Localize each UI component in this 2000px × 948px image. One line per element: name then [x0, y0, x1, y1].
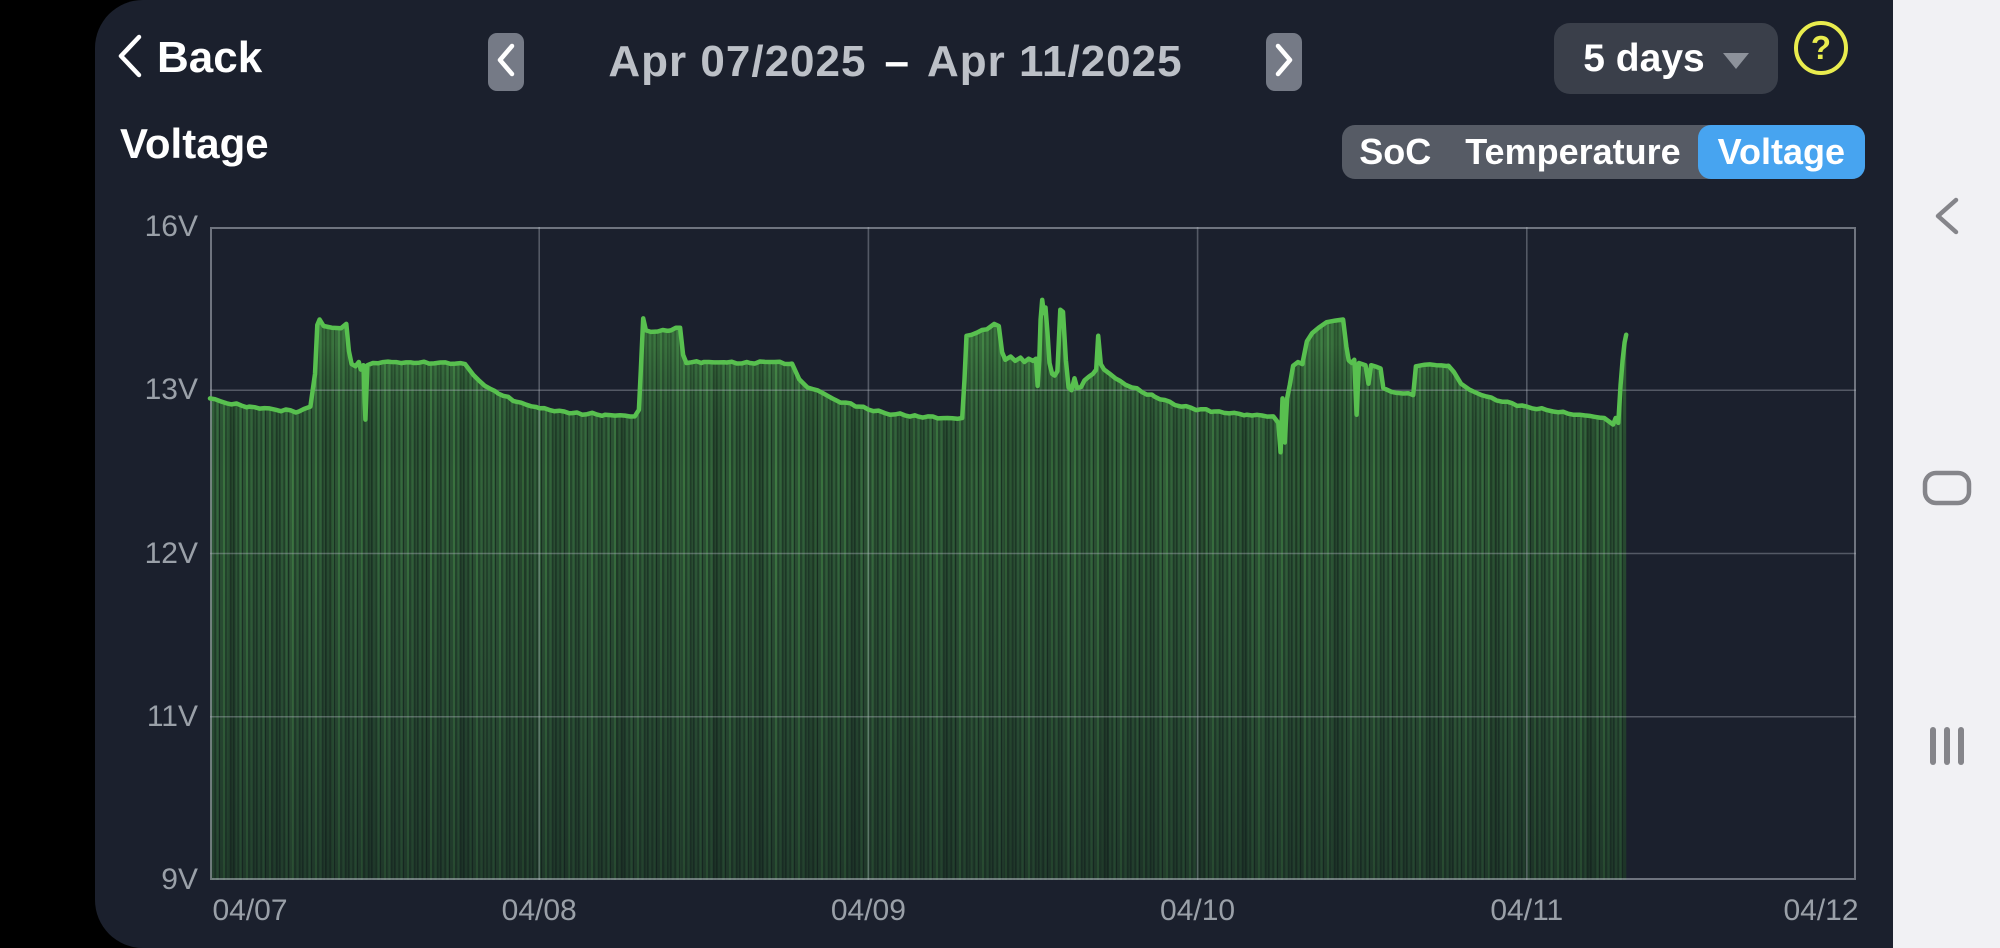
date-range: Apr 07/2025 – Apr 11/2025 — [533, 33, 1258, 91]
android-navbar — [1893, 0, 2000, 948]
question-mark-icon: ? — [1810, 29, 1832, 66]
x-axis-tick-label: 04/07 — [212, 894, 288, 927]
chevron-left-icon — [496, 43, 516, 82]
previous-range-button[interactable] — [488, 33, 524, 91]
y-axis-tick-label: 16V — [144, 210, 198, 243]
tab-voltage[interactable]: Voltage — [1697, 125, 1865, 179]
app-panel: Back Apr 07/2025 – Apr 11/2025 5 days ? … — [95, 0, 1893, 948]
chevron-right-icon — [1274, 43, 1294, 82]
range-duration-value: 5 days — [1583, 36, 1705, 80]
recent-apps-icon — [1929, 726, 1965, 771]
date-range-start: Apr 07/2025 — [608, 37, 867, 86]
x-axis-tick-label: 04/08 — [501, 894, 577, 927]
tab-temperature[interactable]: Temperature — [1465, 131, 1681, 172]
date-range-separator: – — [884, 37, 909, 86]
y-axis-tick-label: 11V — [146, 699, 198, 733]
y-axis-tick-label: 12V — [144, 536, 198, 570]
tab-soc[interactable]: SoC — [1359, 131, 1432, 172]
chevron-down-icon — [1722, 52, 1749, 69]
metric-tabs: SoC Temperature Voltage — [1342, 125, 1865, 179]
next-range-button[interactable] — [1266, 33, 1302, 91]
x-axis-tick-label: 04/10 — [1160, 894, 1236, 927]
x-axis-tick-label: 04/12 — [1783, 894, 1859, 927]
y-axis-tick-label: 13V — [144, 373, 198, 407]
chart-title: Voltage — [120, 120, 269, 167]
back-button[interactable]: Back — [117, 26, 262, 90]
back-icon — [1930, 196, 1964, 241]
date-range-end: Apr 11/2025 — [926, 37, 1183, 86]
help-button[interactable]: ? — [1794, 21, 1848, 75]
nav-home-button[interactable] — [1893, 470, 2000, 511]
back-label: Back — [157, 33, 263, 82]
nav-back-button[interactable] — [1893, 196, 2000, 241]
range-duration-select[interactable]: 5 days — [1554, 23, 1778, 94]
y-axis-tick-label: 9V — [161, 863, 198, 896]
nav-recent-apps-button[interactable] — [1893, 726, 2000, 771]
home-icon — [1922, 470, 1972, 511]
x-axis-tick-label: 04/09 — [830, 894, 906, 927]
back-chevron-icon — [117, 34, 143, 83]
voltage-chart[interactable]: 16V 13V 12V 11V 9V 04/07 04/08 04/09 04/10 04/11 0… — [145, 210, 1859, 927]
x-axis-tick-label: 04/11 — [1490, 894, 1564, 927]
